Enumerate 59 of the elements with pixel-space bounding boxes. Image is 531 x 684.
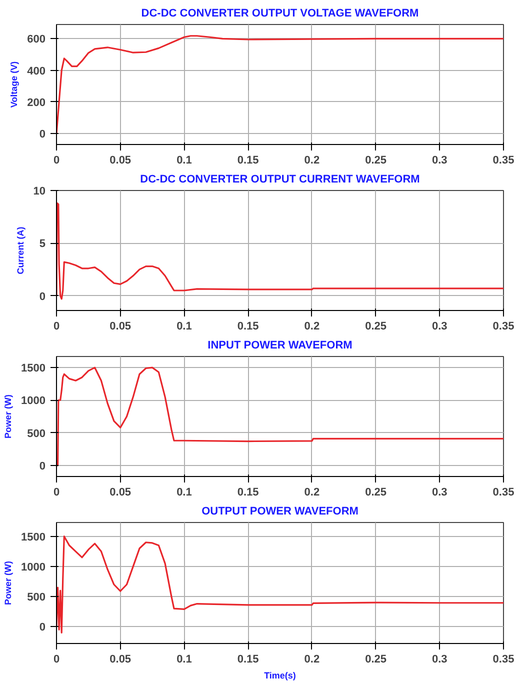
x-tick-label: 0.3	[432, 320, 448, 332]
x-tick-label: 0.15	[237, 486, 259, 498]
x-tick-label: 0.1	[176, 654, 192, 666]
y-tick-label: 0	[39, 290, 46, 303]
x-tick-label: 0.2	[304, 654, 320, 666]
x-axis-title: Time(s)	[264, 670, 296, 680]
y-tick-label: 1500	[21, 531, 46, 544]
x-tick-label: 0.2	[304, 154, 320, 166]
x-tick-label: 0.1	[176, 320, 192, 332]
chart-title: DC-DC CONVERTER OUTPUT VOLTAGE WAVEFORM	[141, 8, 419, 20]
y-tick-label: 1000	[21, 395, 46, 408]
x-tick-label: 0.15	[237, 320, 259, 332]
y-tick-label: 400	[27, 65, 46, 78]
x-tick-label: 0	[53, 154, 60, 166]
x-tick-label: 0.35	[492, 320, 514, 332]
y-tick-label: 600	[27, 34, 46, 46]
y-axis-title: Current (A)	[15, 226, 26, 274]
x-tick-label: 0.05	[110, 320, 132, 332]
x-tick-label: 0.3	[432, 654, 448, 666]
x-tick-label: 0.05	[110, 154, 132, 166]
y-tick-label: 5	[39, 238, 46, 250]
x-tick-label: 0.35	[492, 654, 514, 666]
x-tick-label: 0.35	[492, 154, 514, 166]
y-tick-label: 500	[27, 428, 46, 440]
x-tick-label: 0.15	[237, 154, 259, 166]
y-tick-label: 0	[39, 460, 46, 472]
y-axis-title: Power (W)	[3, 561, 14, 605]
y-tick-label: 1000	[21, 561, 46, 574]
x-tick-label: 0	[53, 486, 60, 498]
y-tick-label: 10	[33, 186, 46, 198]
x-tick-label: 0.15	[237, 654, 259, 666]
x-tick-label: 0.2	[304, 486, 320, 498]
x-tick-label: 0	[53, 320, 60, 332]
x-tick-label: 0	[53, 654, 60, 666]
line-series	[56, 536, 504, 634]
chart-title: INPUT POWER WAVEFORM	[208, 340, 352, 352]
x-tick-label: 0.25	[365, 486, 387, 498]
x-tick-label: 0.1	[176, 486, 192, 498]
y-tick-label: 0	[39, 622, 46, 634]
y-tick-label: 0	[39, 128, 46, 140]
x-tick-label: 0.25	[365, 654, 387, 666]
y-tick-label: 1500	[21, 362, 46, 375]
chart-title: DC-DC CONVERTER OUTPUT CURRENT WAVEFORM	[140, 174, 420, 186]
x-tick-label: 0.2	[304, 320, 320, 332]
y-axis-title: Voltage (V)	[9, 61, 20, 108]
x-tick-label: 0.35	[492, 486, 514, 498]
x-tick-label: 0.25	[365, 320, 387, 332]
y-tick-label: 200	[27, 96, 46, 109]
y-axis-title: Power (W)	[3, 394, 14, 438]
x-tick-label: 0.25	[365, 154, 387, 166]
chart-title: OUTPUT POWER WAVEFORM	[202, 506, 358, 518]
x-tick-label: 0.3	[432, 154, 448, 166]
line-series	[56, 202, 504, 300]
x-tick-label: 0.1	[176, 154, 192, 166]
x-tick-label: 0.3	[432, 486, 448, 498]
x-tick-label: 0.05	[110, 486, 132, 498]
line-series	[56, 35, 504, 134]
y-tick-label: 500	[27, 592, 46, 604]
x-tick-label: 0.05	[110, 654, 132, 666]
